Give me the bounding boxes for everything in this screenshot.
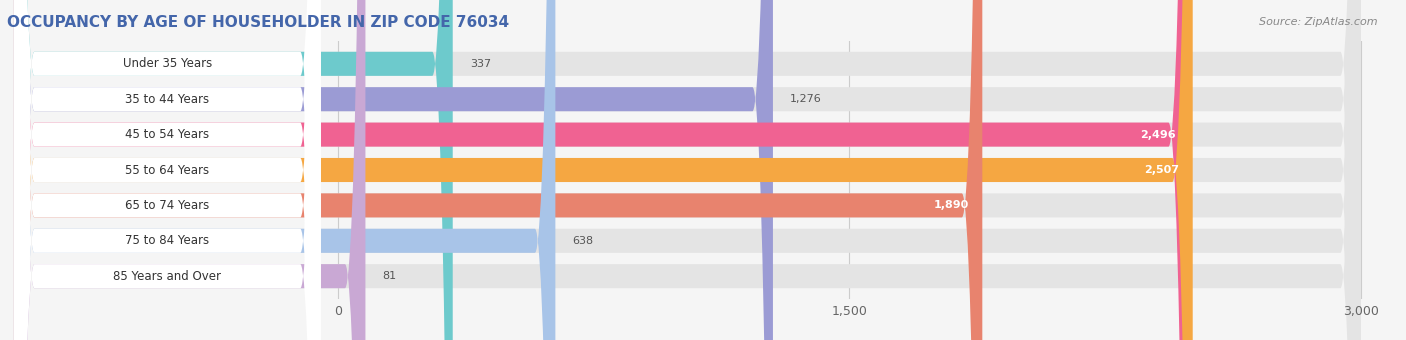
Text: 2,507: 2,507 (1144, 165, 1180, 175)
Text: 2,496: 2,496 (1140, 130, 1175, 140)
Text: 85 Years and Over: 85 Years and Over (114, 270, 221, 283)
FancyBboxPatch shape (14, 0, 321, 340)
FancyBboxPatch shape (14, 0, 1189, 340)
FancyBboxPatch shape (14, 0, 321, 340)
FancyBboxPatch shape (14, 0, 1361, 340)
FancyBboxPatch shape (14, 0, 321, 340)
Text: 75 to 84 Years: 75 to 84 Years (125, 234, 209, 247)
Text: 81: 81 (382, 271, 396, 281)
Text: Source: ZipAtlas.com: Source: ZipAtlas.com (1260, 17, 1378, 27)
FancyBboxPatch shape (14, 0, 1361, 340)
FancyBboxPatch shape (14, 0, 366, 340)
Text: 638: 638 (572, 236, 593, 246)
Text: 65 to 74 Years: 65 to 74 Years (125, 199, 209, 212)
Text: Under 35 Years: Under 35 Years (122, 57, 212, 70)
FancyBboxPatch shape (14, 0, 321, 340)
FancyBboxPatch shape (14, 0, 1361, 340)
Text: 1,276: 1,276 (790, 94, 821, 104)
FancyBboxPatch shape (14, 0, 983, 340)
FancyBboxPatch shape (14, 0, 773, 340)
Text: OCCUPANCY BY AGE OF HOUSEHOLDER IN ZIP CODE 76034: OCCUPANCY BY AGE OF HOUSEHOLDER IN ZIP C… (7, 15, 509, 30)
FancyBboxPatch shape (14, 0, 321, 340)
Text: 45 to 54 Years: 45 to 54 Years (125, 128, 209, 141)
Text: 337: 337 (470, 59, 491, 69)
FancyBboxPatch shape (14, 0, 453, 340)
FancyBboxPatch shape (14, 0, 1361, 340)
FancyBboxPatch shape (14, 0, 321, 340)
FancyBboxPatch shape (14, 0, 1361, 340)
FancyBboxPatch shape (14, 0, 321, 340)
Text: 1,890: 1,890 (934, 200, 969, 210)
FancyBboxPatch shape (14, 0, 1192, 340)
FancyBboxPatch shape (14, 0, 1361, 340)
Text: 35 to 44 Years: 35 to 44 Years (125, 93, 209, 106)
FancyBboxPatch shape (14, 0, 555, 340)
FancyBboxPatch shape (14, 0, 1361, 340)
Text: 55 to 64 Years: 55 to 64 Years (125, 164, 209, 176)
